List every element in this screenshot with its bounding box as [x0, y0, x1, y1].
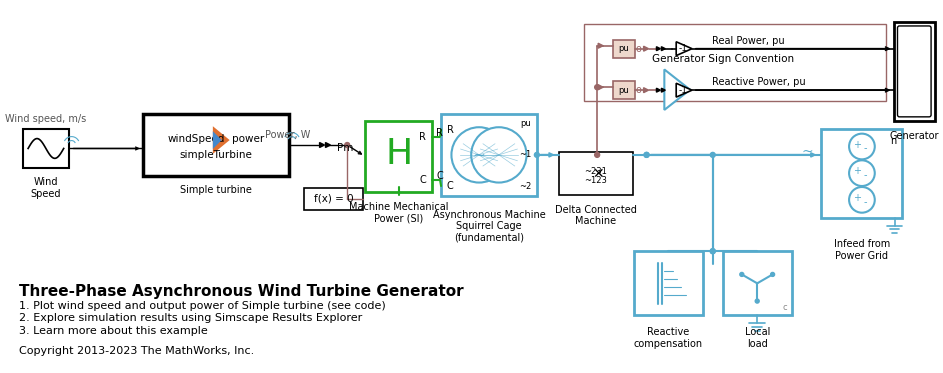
- Bar: [821, 129, 902, 217]
- Polygon shape: [213, 131, 222, 149]
- Polygon shape: [598, 43, 604, 48]
- Text: +: +: [853, 140, 861, 150]
- Bar: [304, 188, 363, 210]
- Text: c: c: [783, 303, 786, 312]
- Text: Asynchronous Machine
Squirrel Cage
(fundamental): Asynchronous Machine Squirrel Cage (fund…: [433, 210, 545, 243]
- Text: Wind speed, m/s: Wind speed, m/s: [6, 114, 87, 124]
- Bar: [142, 114, 289, 176]
- Polygon shape: [598, 85, 604, 90]
- Text: R: R: [436, 128, 443, 138]
- Text: Real Power, pu: Real Power, pu: [712, 36, 785, 46]
- Text: Delta Connected
Machine: Delta Connected Machine: [554, 205, 637, 226]
- Text: ~2: ~2: [519, 182, 531, 191]
- Text: R: R: [447, 125, 454, 135]
- Circle shape: [452, 127, 506, 182]
- Text: -1: -1: [679, 44, 687, 53]
- Text: -: -: [863, 197, 867, 207]
- Polygon shape: [661, 88, 666, 92]
- Circle shape: [849, 187, 875, 213]
- Text: 1. Plot wind speed and output power of Simple turbine (see code): 1. Plot wind speed and output power of S…: [19, 301, 386, 311]
- Polygon shape: [325, 142, 330, 147]
- Text: f(x) = 0: f(x) = 0: [314, 194, 354, 204]
- Polygon shape: [643, 88, 649, 93]
- Text: Wind
Speed: Wind Speed: [30, 177, 61, 199]
- Text: Reactive
compensation: Reactive compensation: [634, 327, 703, 349]
- Polygon shape: [676, 42, 692, 56]
- Polygon shape: [661, 47, 666, 51]
- Text: Generator: Generator: [889, 131, 939, 141]
- Bar: [613, 81, 635, 99]
- Bar: [722, 251, 792, 316]
- Bar: [585, 24, 885, 101]
- Text: pu: pu: [521, 119, 531, 128]
- Text: -: -: [863, 144, 867, 153]
- Circle shape: [710, 249, 715, 254]
- Text: 3. Learn more about this example: 3. Learn more about this example: [19, 326, 208, 336]
- Circle shape: [644, 153, 649, 157]
- Text: pu: pu: [619, 86, 629, 95]
- Text: Three-Phase Asynchronous Wind Turbine Generator: Three-Phase Asynchronous Wind Turbine Ge…: [19, 284, 464, 299]
- Text: pu: pu: [619, 44, 629, 53]
- Text: o: o: [636, 85, 641, 95]
- Polygon shape: [664, 69, 690, 110]
- Text: ~123: ~123: [585, 176, 607, 185]
- Polygon shape: [213, 126, 230, 154]
- Text: R: R: [420, 132, 426, 142]
- Text: simpleTurbine: simpleTurbine: [179, 150, 253, 160]
- Bar: [441, 114, 537, 196]
- Text: +: +: [853, 193, 861, 203]
- Text: ✕: ✕: [592, 167, 604, 181]
- Text: -1: -1: [679, 86, 687, 95]
- Bar: [365, 121, 432, 192]
- Polygon shape: [656, 88, 660, 92]
- Polygon shape: [320, 142, 324, 147]
- Text: Infeed from
Power Grid: Infeed from Power Grid: [834, 239, 890, 261]
- Circle shape: [535, 153, 539, 157]
- Text: power: power: [232, 134, 264, 144]
- Bar: [894, 22, 935, 121]
- Text: Copyright 2013-2023 The MathWorks, Inc.: Copyright 2013-2023 The MathWorks, Inc.: [19, 346, 255, 356]
- Text: -: -: [863, 170, 867, 180]
- Text: +: +: [853, 166, 861, 176]
- Circle shape: [770, 272, 774, 276]
- Bar: [613, 40, 635, 57]
- Text: windSpeed: windSpeed: [168, 134, 224, 144]
- Polygon shape: [676, 83, 692, 97]
- FancyBboxPatch shape: [898, 26, 931, 117]
- Text: H: H: [385, 137, 412, 171]
- Circle shape: [345, 142, 350, 147]
- Text: Local
load: Local load: [745, 327, 769, 349]
- Text: n: n: [890, 135, 897, 145]
- Circle shape: [755, 299, 759, 303]
- Circle shape: [595, 153, 600, 157]
- Text: Simple turbine: Simple turbine: [180, 185, 252, 195]
- Circle shape: [740, 272, 744, 276]
- Polygon shape: [643, 46, 649, 51]
- Text: Generator Sign Convention: Generator Sign Convention: [652, 54, 794, 63]
- Text: Pm: Pm: [337, 144, 353, 153]
- Text: C: C: [420, 175, 426, 185]
- Text: ~: ~: [802, 145, 814, 159]
- Text: ~: ~: [472, 147, 486, 162]
- Text: C: C: [436, 171, 443, 181]
- Polygon shape: [656, 47, 660, 51]
- Text: C: C: [447, 181, 454, 191]
- Text: Power, W: Power, W: [265, 130, 310, 140]
- Text: Machine Mechanical
Power (SI): Machine Mechanical Power (SI): [349, 202, 448, 223]
- Circle shape: [710, 249, 715, 254]
- Text: o: o: [636, 44, 641, 54]
- Circle shape: [849, 134, 875, 159]
- Circle shape: [849, 160, 875, 186]
- Circle shape: [472, 127, 526, 182]
- Bar: [558, 153, 633, 195]
- Text: ~231: ~231: [585, 167, 607, 176]
- Bar: [24, 129, 69, 168]
- Text: Reactive Power, pu: Reactive Power, pu: [712, 77, 805, 87]
- Circle shape: [644, 153, 649, 157]
- Circle shape: [595, 85, 600, 90]
- Bar: [634, 251, 703, 316]
- Text: 2. Explore simulation results using Simscape Results Explorer: 2. Explore simulation results using Sims…: [19, 313, 362, 323]
- Text: ~1: ~1: [519, 150, 531, 159]
- Circle shape: [710, 153, 715, 157]
